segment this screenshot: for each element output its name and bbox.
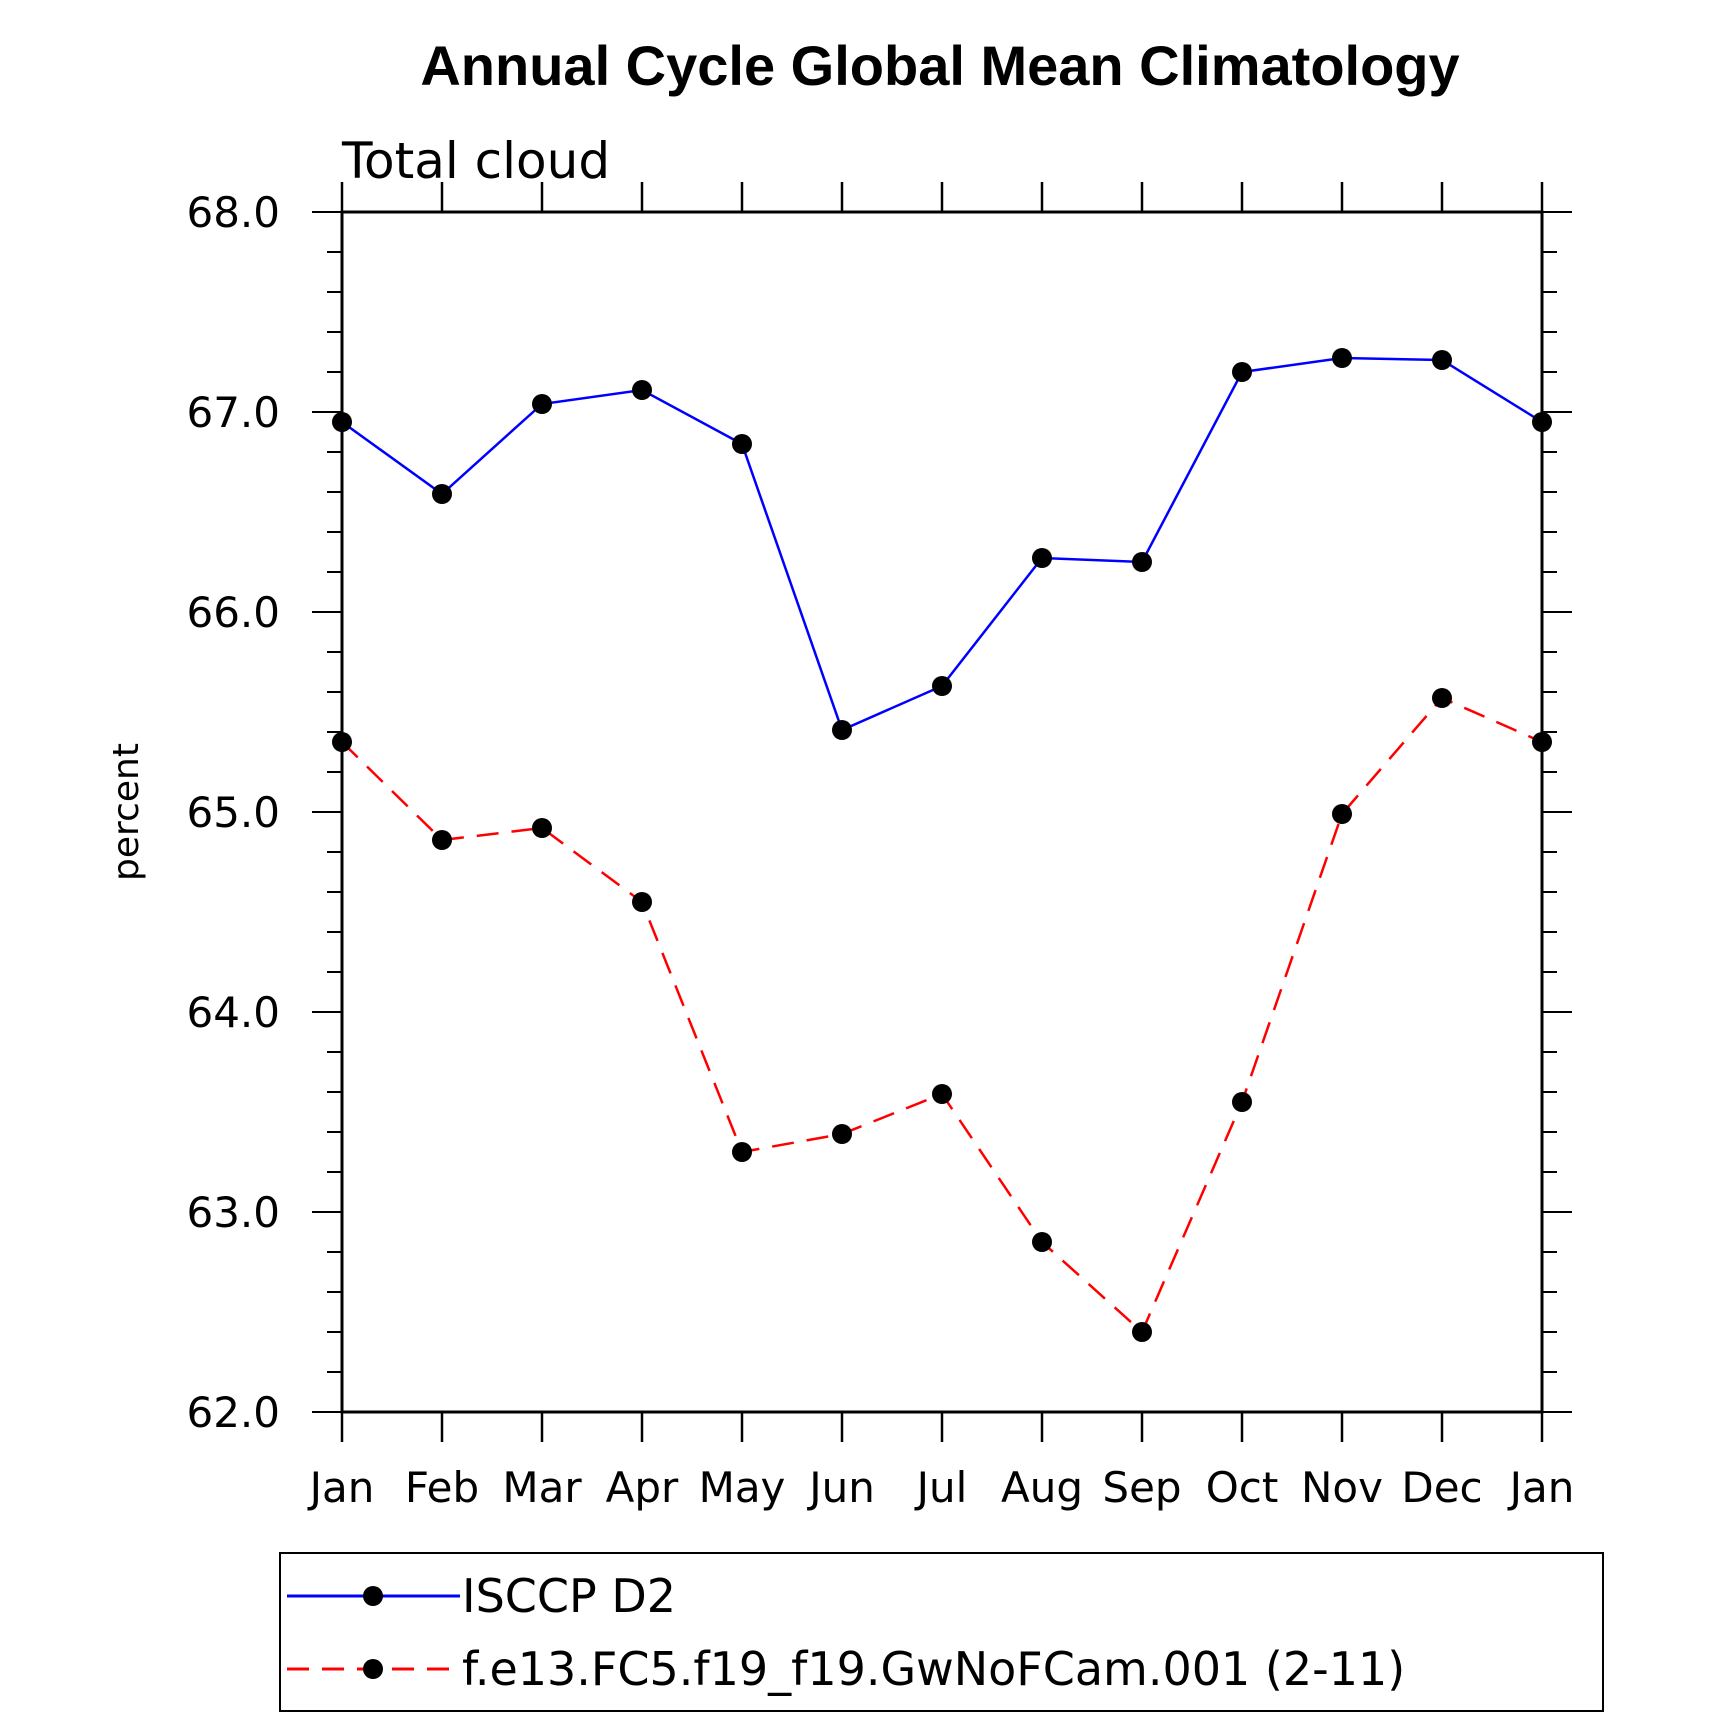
chart-subtitle: Total cloud bbox=[341, 132, 610, 190]
legend: ISCCP D2 f.e13.FC5.f19_f19.GwNoFCam.001 … bbox=[279, 1552, 1604, 1712]
y-tick-label: 65.0 bbox=[186, 788, 280, 837]
data-point-s0 bbox=[1332, 348, 1352, 368]
data-point-s0 bbox=[432, 484, 452, 504]
y-tick-label: 68.0 bbox=[186, 188, 280, 237]
x-tick-label: Sep bbox=[1102, 1463, 1181, 1512]
y-tick-labels: 62.0 63.0 64.0 65.0 66.0 67.0 68.0 bbox=[186, 188, 280, 1437]
data-point-s1 bbox=[1032, 1232, 1052, 1252]
legend-box bbox=[279, 1552, 1604, 1712]
data-point-s0 bbox=[932, 676, 952, 696]
data-point-s1 bbox=[432, 830, 452, 850]
x-tick-labels: Jan Feb Mar Apr May Jun Jul Aug Sep Oct Nov Dec Jan bbox=[307, 1463, 1575, 1512]
plot-frame bbox=[340, 210, 1544, 1414]
x-tick-label: Jan bbox=[307, 1463, 375, 1512]
axis-ticks bbox=[312, 182, 1572, 1442]
data-point-s0 bbox=[732, 434, 752, 454]
chart-title: Annual Cycle Global Mean Climatology bbox=[420, 34, 1459, 97]
x-tick-label: Oct bbox=[1206, 1463, 1279, 1512]
x-tick-label: Apr bbox=[606, 1463, 679, 1512]
data-point-s0 bbox=[832, 720, 852, 740]
x-tick-label: Dec bbox=[1401, 1463, 1482, 1512]
data-point-s0 bbox=[532, 394, 552, 414]
x-tick-label: May bbox=[699, 1463, 786, 1512]
legend-label-isccp: ISCCP D2 bbox=[462, 1569, 676, 1623]
x-tick-label: Jul bbox=[914, 1463, 968, 1512]
legend-marker-model bbox=[363, 1659, 383, 1679]
data-point-s1 bbox=[732, 1142, 752, 1162]
data-point-s1 bbox=[532, 818, 552, 838]
data-point-s0 bbox=[632, 380, 652, 400]
x-tick-label: Jan bbox=[1507, 1463, 1575, 1512]
x-tick-label: Feb bbox=[405, 1463, 479, 1512]
y-tick-label: 62.0 bbox=[186, 1388, 280, 1437]
legend-marker-isccp bbox=[363, 1586, 383, 1606]
y-tick-label: 66.0 bbox=[186, 588, 280, 637]
x-tick-label: Nov bbox=[1301, 1463, 1383, 1512]
series-line-1 bbox=[341, 696, 1543, 1335]
data-point-s1 bbox=[1432, 688, 1452, 708]
series-line-0 bbox=[341, 356, 1543, 732]
y-tick-label: 64.0 bbox=[186, 988, 280, 1037]
data-point-s1 bbox=[832, 1124, 852, 1144]
data-point-s0 bbox=[1232, 362, 1252, 382]
data-point-s0 bbox=[1432, 350, 1452, 370]
data-point-s1 bbox=[932, 1084, 952, 1104]
x-tick-label: Aug bbox=[1001, 1463, 1083, 1512]
legend-label-model: f.e13.FC5.f19_f19.GwNoFCam.001 (2-11) bbox=[462, 1642, 1405, 1696]
data-point-s0 bbox=[1032, 548, 1052, 568]
y-tick-label: 67.0 bbox=[186, 388, 280, 437]
x-tick-label: Jun bbox=[806, 1463, 875, 1512]
data-point-s1 bbox=[1332, 804, 1352, 824]
data-point-s0 bbox=[1132, 552, 1152, 572]
data-point-s1 bbox=[1232, 1092, 1252, 1112]
data-point-s1 bbox=[1132, 1322, 1152, 1342]
data-point-s1 bbox=[632, 892, 652, 912]
y-axis-label: percent bbox=[106, 743, 147, 881]
series-layer bbox=[332, 348, 1552, 1342]
x-tick-label: Mar bbox=[502, 1463, 582, 1512]
y-tick-label: 63.0 bbox=[186, 1188, 280, 1237]
